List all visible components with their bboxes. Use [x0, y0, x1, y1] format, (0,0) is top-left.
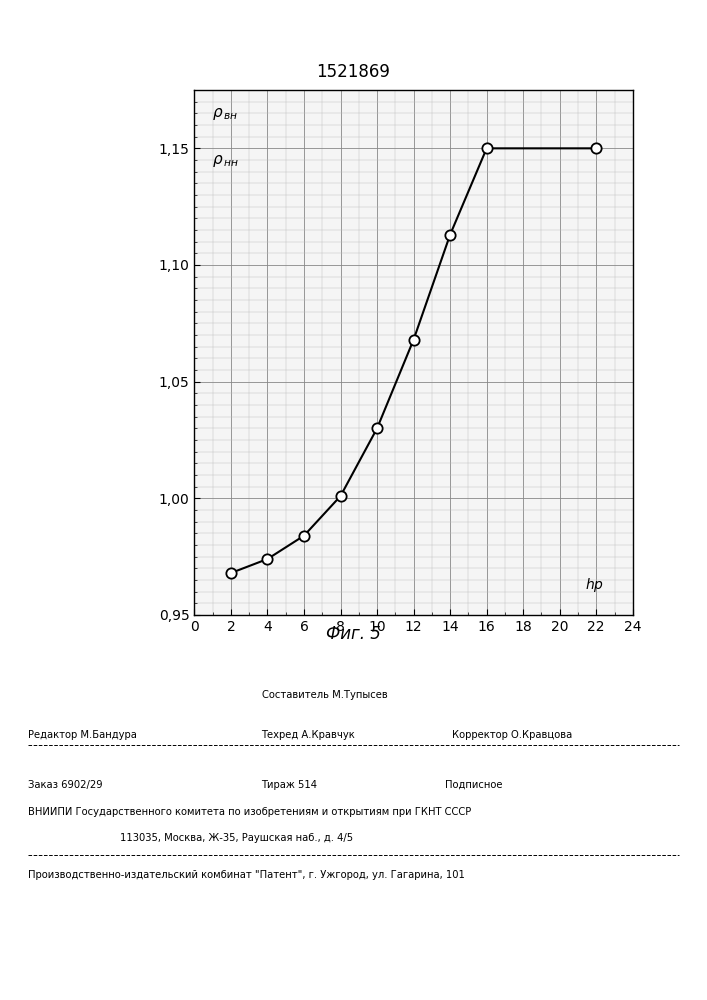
Point — [481, 140, 492, 156]
Text: 113035, Москва, Ж-35, Раушская наб., д. 4/5: 113035, Москва, Ж-35, Раушская наб., д. … — [120, 833, 354, 843]
Text: Корректор О.Кравцова: Корректор О.Кравцова — [452, 730, 573, 740]
Point — [445, 227, 456, 243]
Text: Подписное: Подписное — [445, 780, 503, 790]
Point — [590, 140, 602, 156]
Text: Фиг. 5: Фиг. 5 — [326, 625, 381, 643]
Text: Тираж 514: Тираж 514 — [262, 780, 317, 790]
Point — [262, 551, 273, 567]
Point — [298, 528, 310, 544]
Text: $\rho_{\,\mathit{вн}}$: $\rho_{\,\mathit{вн}}$ — [212, 106, 238, 122]
Text: 1521869: 1521869 — [317, 63, 390, 81]
Text: Техред А.Кравчук: Техред А.Кравчук — [262, 730, 356, 740]
Text: Редактор М.Бандура: Редактор М.Бандура — [28, 730, 137, 740]
Point — [226, 565, 237, 581]
Point — [371, 420, 382, 436]
Text: ВНИИПИ Государственного комитета по изобретениям и открытиям при ГКНТ СССР: ВНИИПИ Государственного комитета по изоб… — [28, 807, 472, 817]
Text: $\rho_{\,\mathit{нн}}$: $\rho_{\,\mathit{нн}}$ — [212, 153, 239, 169]
Text: Производственно-издательский комбинат "Патент", г. Ужгород, ул. Гагарина, 101: Производственно-издательский комбинат "П… — [28, 870, 465, 880]
Point — [408, 332, 419, 348]
Text: $hp$: $hp$ — [585, 576, 604, 594]
Point — [335, 488, 346, 504]
Text: Заказ 6902/29: Заказ 6902/29 — [28, 780, 103, 790]
Text: Составитель М.Тупысев: Составитель М.Тупысев — [262, 690, 387, 700]
